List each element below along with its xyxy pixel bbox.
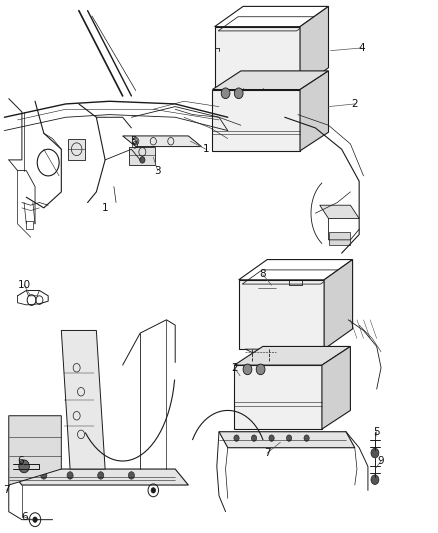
Circle shape — [98, 472, 104, 479]
Circle shape — [33, 517, 37, 522]
Polygon shape — [234, 365, 322, 429]
Polygon shape — [245, 349, 287, 354]
Circle shape — [19, 460, 29, 473]
Text: 2: 2 — [351, 99, 358, 109]
Text: 4: 4 — [358, 43, 365, 53]
Polygon shape — [9, 416, 61, 485]
Polygon shape — [215, 27, 300, 88]
Circle shape — [41, 472, 47, 479]
Circle shape — [371, 448, 379, 458]
Polygon shape — [300, 6, 328, 88]
Circle shape — [234, 88, 243, 99]
Text: 1: 1 — [202, 144, 209, 154]
Polygon shape — [9, 469, 188, 485]
Text: 9: 9 — [378, 456, 385, 466]
Circle shape — [251, 435, 257, 441]
Polygon shape — [320, 205, 359, 219]
Polygon shape — [68, 139, 85, 160]
Polygon shape — [324, 260, 353, 349]
Polygon shape — [234, 346, 350, 365]
Text: 6: 6 — [18, 456, 25, 466]
Polygon shape — [300, 71, 328, 151]
Text: 5: 5 — [130, 136, 137, 146]
Circle shape — [221, 88, 230, 99]
Circle shape — [304, 435, 309, 441]
Circle shape — [243, 364, 252, 375]
Text: 3: 3 — [154, 166, 161, 175]
Polygon shape — [219, 432, 355, 448]
Text: 7: 7 — [3, 486, 10, 495]
Text: 8: 8 — [259, 270, 266, 279]
Text: 7: 7 — [264, 448, 271, 458]
Circle shape — [371, 475, 379, 484]
Polygon shape — [129, 147, 155, 165]
Polygon shape — [322, 346, 350, 429]
Polygon shape — [212, 71, 328, 90]
Text: 6: 6 — [21, 512, 28, 522]
Circle shape — [269, 435, 274, 441]
Polygon shape — [61, 330, 105, 469]
Text: 10: 10 — [18, 280, 31, 290]
Circle shape — [140, 157, 145, 163]
Text: 5: 5 — [373, 427, 380, 437]
Circle shape — [128, 472, 134, 479]
Circle shape — [286, 435, 292, 441]
Circle shape — [256, 364, 265, 375]
Polygon shape — [328, 232, 350, 245]
Circle shape — [23, 472, 29, 479]
Polygon shape — [212, 90, 300, 151]
Circle shape — [151, 488, 155, 493]
Polygon shape — [123, 136, 201, 147]
Circle shape — [234, 435, 239, 441]
Text: 2: 2 — [231, 363, 238, 373]
Circle shape — [67, 472, 73, 479]
Polygon shape — [239, 280, 324, 349]
Text: 1: 1 — [102, 203, 109, 213]
